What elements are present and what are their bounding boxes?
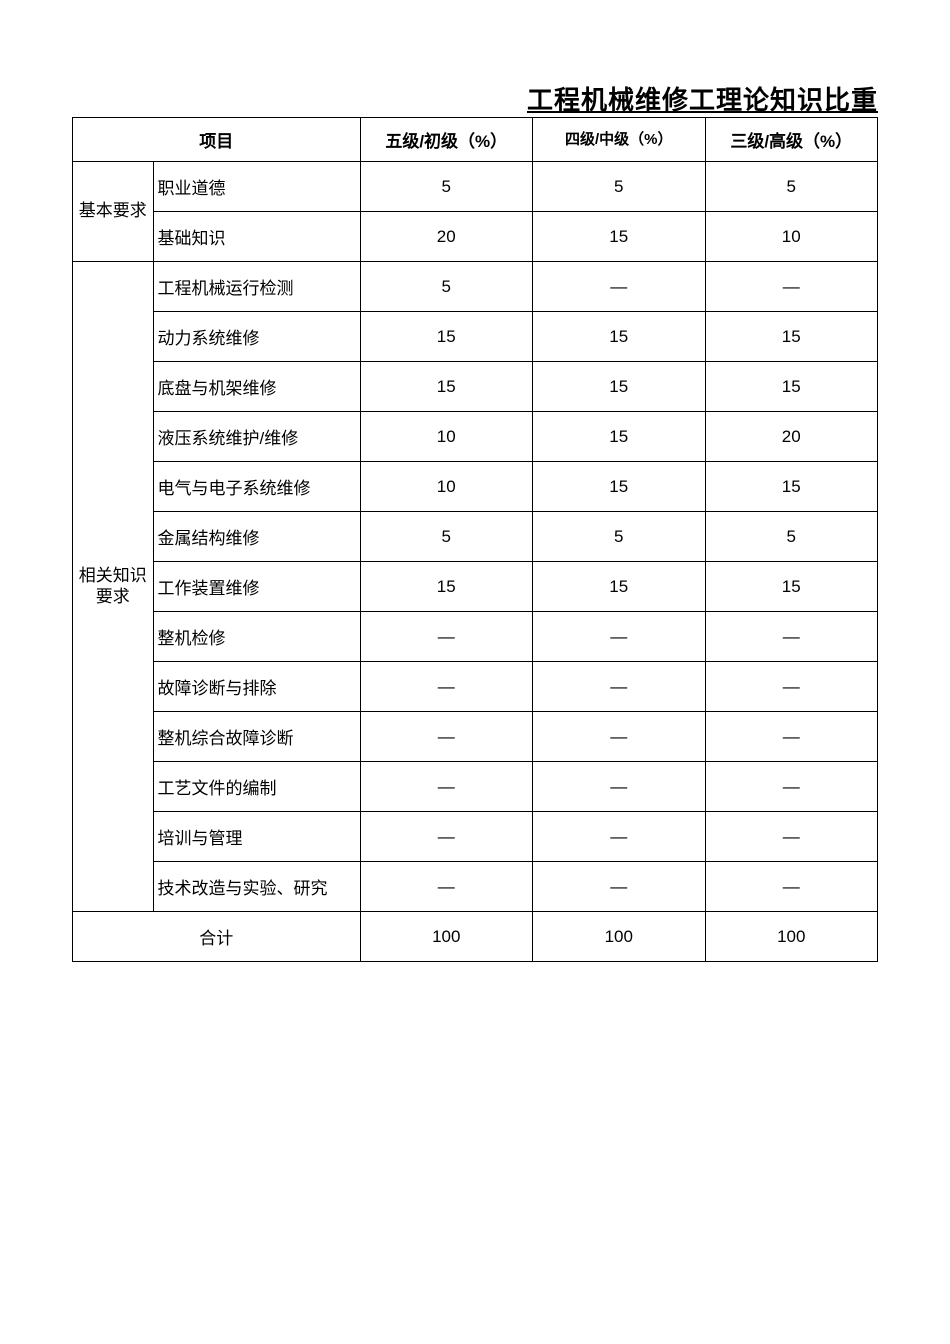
cell-value: 15 <box>360 562 533 612</box>
item-name: 金属结构维修 <box>153 512 360 562</box>
total-label: 合计 <box>73 912 361 962</box>
cell-value: 20 <box>705 412 878 462</box>
cell-value: 5 <box>533 162 706 212</box>
total-value: 100 <box>360 912 533 962</box>
table-row: 电气与电子系统维修 10 15 15 <box>73 462 878 512</box>
weight-table: 项目 五级/初级（%） 四级/中级（%） 三级/高级（%） 基本要求 职业道德 … <box>72 117 878 962</box>
table-row: 基础知识 20 15 10 <box>73 212 878 262</box>
table-row: 整机综合故障诊断 — — — <box>73 712 878 762</box>
cell-value: — <box>705 862 878 912</box>
cell-value: 5 <box>533 512 706 562</box>
table-total-row: 合计 100 100 100 <box>73 912 878 962</box>
item-name: 工程机械运行检测 <box>153 262 360 312</box>
item-name: 整机综合故障诊断 <box>153 712 360 762</box>
cell-value: — <box>533 812 706 862</box>
cell-value: — <box>705 612 878 662</box>
item-name: 电气与电子系统维修 <box>153 462 360 512</box>
cell-value: — <box>360 712 533 762</box>
table-row: 基本要求 职业道德 5 5 5 <box>73 162 878 212</box>
item-name: 培训与管理 <box>153 812 360 862</box>
cell-value: 15 <box>533 312 706 362</box>
item-name: 基础知识 <box>153 212 360 262</box>
table-row: 相关知识要求 工程机械运行检测 5 — — <box>73 262 878 312</box>
cell-value: 10 <box>360 462 533 512</box>
table-row: 动力系统维修 15 15 15 <box>73 312 878 362</box>
cell-value: — <box>533 762 706 812</box>
cell-value: — <box>705 712 878 762</box>
cell-value: 15 <box>705 462 878 512</box>
item-name: 底盘与机架维修 <box>153 362 360 412</box>
item-name: 整机检修 <box>153 612 360 662</box>
total-value: 100 <box>533 912 706 962</box>
cell-value: — <box>705 812 878 862</box>
cell-value: 5 <box>705 512 878 562</box>
cell-value: 15 <box>533 362 706 412</box>
cell-value: 10 <box>360 412 533 462</box>
cell-value: — <box>360 662 533 712</box>
cell-value: 15 <box>705 362 878 412</box>
item-name: 职业道德 <box>153 162 360 212</box>
table-row: 工作装置维修 15 15 15 <box>73 562 878 612</box>
cell-value: 15 <box>533 212 706 262</box>
table-row: 整机检修 — — — <box>73 612 878 662</box>
cell-value: — <box>533 712 706 762</box>
item-name: 故障诊断与排除 <box>153 662 360 712</box>
header-col3: 三级/高级（%） <box>705 118 878 162</box>
cell-value: 15 <box>533 412 706 462</box>
cell-value: — <box>533 662 706 712</box>
table-row: 液压系统维护/维修 10 15 20 <box>73 412 878 462</box>
table-header-row: 项目 五级/初级（%） 四级/中级（%） 三级/高级（%） <box>73 118 878 162</box>
cell-value: 15 <box>533 462 706 512</box>
cell-value: — <box>360 812 533 862</box>
total-value: 100 <box>705 912 878 962</box>
item-name: 工艺文件的编制 <box>153 762 360 812</box>
cell-value: 15 <box>533 562 706 612</box>
table-row: 底盘与机架维修 15 15 15 <box>73 362 878 412</box>
cell-value: 20 <box>360 212 533 262</box>
cell-value: 10 <box>705 212 878 262</box>
table-row: 技术改造与实验、研究 — — — <box>73 862 878 912</box>
item-name: 动力系统维修 <box>153 312 360 362</box>
table-row: 故障诊断与排除 — — — <box>73 662 878 712</box>
cell-value: — <box>533 862 706 912</box>
table-row: 工艺文件的编制 — — — <box>73 762 878 812</box>
cell-value: 5 <box>705 162 878 212</box>
page-title: 工程机械维修工理论知识比重 <box>72 80 878 117</box>
cell-value: — <box>705 762 878 812</box>
item-name: 工作装置维修 <box>153 562 360 612</box>
group-label: 相关知识要求 <box>73 262 154 912</box>
table-row: 培训与管理 — — — <box>73 812 878 862</box>
cell-value: 15 <box>360 312 533 362</box>
group-label: 基本要求 <box>73 162 154 262</box>
cell-value: — <box>360 762 533 812</box>
cell-value: 5 <box>360 512 533 562</box>
cell-value: 15 <box>705 312 878 362</box>
cell-value: 15 <box>705 562 878 612</box>
item-name: 技术改造与实验、研究 <box>153 862 360 912</box>
header-col2: 四级/中级（%） <box>533 118 706 162</box>
cell-value: — <box>705 262 878 312</box>
cell-value: — <box>705 662 878 712</box>
cell-value: 5 <box>360 162 533 212</box>
header-item: 项目 <box>73 118 361 162</box>
cell-value: — <box>360 612 533 662</box>
header-col1: 五级/初级（%） <box>360 118 533 162</box>
item-name: 液压系统维护/维修 <box>153 412 360 462</box>
cell-value: 15 <box>360 362 533 412</box>
cell-value: — <box>360 862 533 912</box>
cell-value: — <box>533 612 706 662</box>
cell-value: 5 <box>360 262 533 312</box>
cell-value: — <box>533 262 706 312</box>
table-row: 金属结构维修 5 5 5 <box>73 512 878 562</box>
